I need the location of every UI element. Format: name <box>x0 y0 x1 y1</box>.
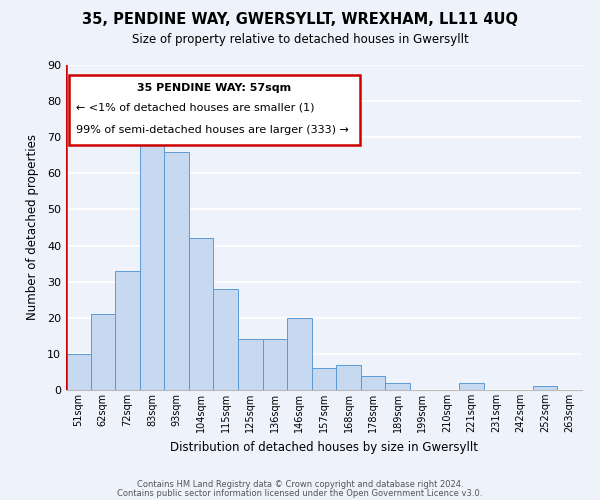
Bar <box>336 364 361 390</box>
Bar <box>361 376 385 390</box>
Bar <box>214 289 238 390</box>
Text: Contains public sector information licensed under the Open Government Licence v3: Contains public sector information licen… <box>118 489 482 498</box>
Bar <box>385 383 410 390</box>
Bar <box>459 383 484 390</box>
Bar <box>533 386 557 390</box>
Y-axis label: Number of detached properties: Number of detached properties <box>26 134 38 320</box>
Text: ← <1% of detached houses are smaller (1): ← <1% of detached houses are smaller (1) <box>76 102 315 113</box>
Bar <box>312 368 336 390</box>
Text: 35 PENDINE WAY: 57sqm: 35 PENDINE WAY: 57sqm <box>137 83 292 93</box>
Bar <box>66 354 91 390</box>
Bar <box>91 314 115 390</box>
Text: 99% of semi-detached houses are larger (333) →: 99% of semi-detached houses are larger (… <box>76 125 349 135</box>
Text: Contains HM Land Registry data © Crown copyright and database right 2024.: Contains HM Land Registry data © Crown c… <box>137 480 463 489</box>
Bar <box>140 141 164 390</box>
Bar <box>238 340 263 390</box>
Bar <box>164 152 189 390</box>
Bar <box>115 271 140 390</box>
Bar <box>263 340 287 390</box>
Bar <box>189 238 214 390</box>
X-axis label: Distribution of detached houses by size in Gwersyllt: Distribution of detached houses by size … <box>170 440 478 454</box>
Text: 35, PENDINE WAY, GWERSYLLT, WREXHAM, LL11 4UQ: 35, PENDINE WAY, GWERSYLLT, WREXHAM, LL1… <box>82 12 518 28</box>
FancyBboxPatch shape <box>68 74 360 144</box>
Text: Size of property relative to detached houses in Gwersyllt: Size of property relative to detached ho… <box>131 32 469 46</box>
Bar <box>287 318 312 390</box>
